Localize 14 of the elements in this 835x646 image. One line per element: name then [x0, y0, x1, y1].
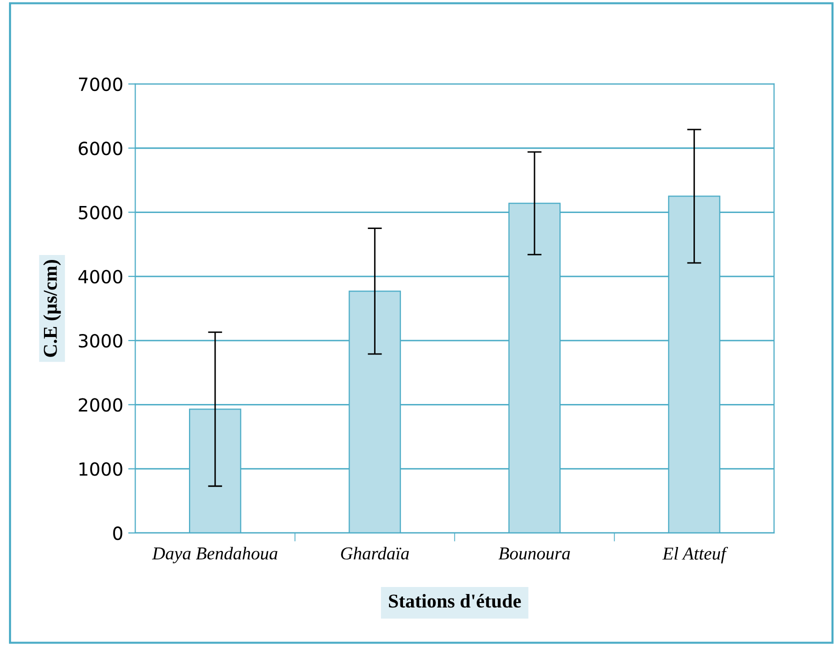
y-tick-label: 0: [113, 526, 122, 540]
y-tick-label: 1000: [79, 462, 122, 476]
y-axis-title: C.E (µs/cm): [43, 260, 61, 357]
y-tick-label: 6000: [78, 142, 122, 156]
y-tick-label: 5000: [78, 206, 122, 220]
x-tick-label: Bounoura: [498, 548, 570, 560]
y-tick-label: 4000: [78, 270, 122, 284]
x-tick-label: Ghardaïa: [341, 546, 409, 560]
x-tick-label: Daya Bendahoua: [152, 546, 278, 564]
y-tick-label: 3000: [78, 334, 122, 348]
x-tick-label: El Atteuf: [662, 546, 728, 564]
y-tick-label: 2000: [78, 398, 122, 412]
x-axis-title: Stations d'étude: [388, 594, 521, 608]
y-tick-label: 7000: [78, 77, 122, 92]
